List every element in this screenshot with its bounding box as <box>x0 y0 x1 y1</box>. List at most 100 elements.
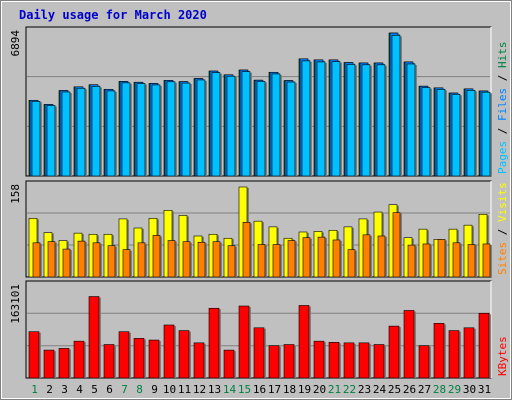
sites-bar-day-18 <box>287 240 296 278</box>
kbytes-bar-day-21 <box>328 341 340 379</box>
sites-bar-day-7 <box>122 249 131 278</box>
x-label-day-31: 31 <box>478 383 491 396</box>
pages-bar-day-8 <box>136 83 146 177</box>
legend-pages: Pages <box>496 141 509 174</box>
pages-bar-day-14 <box>226 75 236 177</box>
x-label-day-12: 12 <box>193 383 206 396</box>
x-label-day-7: 7 <box>121 383 128 396</box>
kbytes-bar-day-14 <box>223 349 235 379</box>
pages-bar-day-31 <box>481 91 491 177</box>
kbytes-bar-day-12 <box>193 342 205 379</box>
pages-bar-day-24 <box>376 64 386 177</box>
sites-bar-day-30 <box>467 244 476 278</box>
kbytes-bar-day-4 <box>73 340 85 379</box>
legend-separator: / <box>496 68 509 88</box>
sites-bar-day-31 <box>482 243 491 278</box>
pages-bar-day-26 <box>406 63 416 177</box>
pages-bar-day-27 <box>421 87 431 177</box>
x-label-day-5: 5 <box>91 383 98 396</box>
kbytes-bar-day-16 <box>253 327 265 379</box>
kbytes-bar-day-9 <box>148 339 160 379</box>
sites-bar-day-17 <box>272 244 281 278</box>
kbytes-bar-day-18 <box>283 344 295 379</box>
sites-bar-day-6 <box>107 245 116 278</box>
x-label-day-15: 15 <box>238 383 251 396</box>
kbytes-bar-day-29 <box>448 330 460 379</box>
sites-bar-day-11 <box>182 241 191 278</box>
x-label-day-9: 9 <box>151 383 158 396</box>
sites-bar-day-8 <box>137 242 146 278</box>
legend-visits: Visits <box>496 182 509 222</box>
pages-bar-day-28 <box>436 88 446 177</box>
sites-bar-day-1 <box>32 242 41 278</box>
sites-bar-day-3 <box>62 248 71 278</box>
x-label-day-21: 21 <box>328 383 341 396</box>
legend-hits-panel: Pages / Files / Hits <box>496 42 509 175</box>
x-label-day-22: 22 <box>343 383 356 396</box>
x-label-day-8: 8 <box>136 383 143 396</box>
pages-bar-day-21 <box>331 61 341 177</box>
sites-bar-day-12 <box>197 241 206 278</box>
pages-bar-day-19 <box>301 60 311 177</box>
legend-kbytes-panel: KBytes <box>496 336 509 376</box>
kbytes-bar-day-26 <box>403 310 415 379</box>
y-max-label-visits: 158 <box>9 184 22 204</box>
pages-bar-day-17 <box>271 73 281 177</box>
legend-kbytes: KBytes <box>496 336 509 376</box>
x-label-day-11: 11 <box>178 383 191 396</box>
pages-bar-day-5 <box>91 86 101 177</box>
chart-title: Daily usage for March 2020 <box>19 8 207 22</box>
x-label-day-14: 14 <box>223 383 237 396</box>
x-label-day-3: 3 <box>61 383 68 396</box>
kbytes-bar-day-20 <box>313 340 325 379</box>
kbytes-bar-day-25 <box>388 325 400 379</box>
pages-bar-day-29 <box>451 93 461 177</box>
x-label-day-19: 19 <box>298 383 311 396</box>
pages-bar-day-2 <box>46 105 56 177</box>
pages-bar-day-18 <box>286 81 296 177</box>
kbytes-bar-day-15 <box>238 305 250 379</box>
sites-bar-day-5 <box>92 242 101 278</box>
pages-bar-day-16 <box>256 81 266 177</box>
sites-bar-day-19 <box>302 237 311 278</box>
kbytes-bar-day-7 <box>118 331 130 379</box>
sites-bar-day-29 <box>452 242 461 278</box>
sites-bar-day-24 <box>377 235 386 278</box>
pages-bar-day-12 <box>196 79 206 177</box>
pages-bar-day-20 <box>316 61 326 177</box>
x-label-day-28: 28 <box>433 383 446 396</box>
pages-bar-day-3 <box>61 91 71 177</box>
sites-bar-day-13 <box>212 241 221 278</box>
x-label-day-25: 25 <box>388 383 401 396</box>
pages-bar-day-22 <box>346 64 356 177</box>
kbytes-bar-day-6 <box>103 344 115 379</box>
kbytes-bar-day-30 <box>463 327 475 379</box>
x-label-day-2: 2 <box>46 383 53 396</box>
y-max-label-hits: 6894 <box>9 30 22 57</box>
pages-bar-day-4 <box>76 87 86 177</box>
x-label-day-1: 1 <box>31 383 38 396</box>
x-label-day-13: 13 <box>208 383 221 396</box>
kbytes-bar-day-2 <box>43 349 55 379</box>
pages-bar-day-10 <box>166 81 176 177</box>
legend-files: Files <box>496 88 509 121</box>
sites-bar-day-28 <box>437 239 446 278</box>
kbytes-bar-day-27 <box>418 345 430 379</box>
pages-bar-day-30 <box>466 90 476 177</box>
x-label-day-6: 6 <box>106 383 113 396</box>
pages-bar-day-9 <box>151 84 161 177</box>
kbytes-bar-day-22 <box>343 342 355 379</box>
sites-bar-day-15 <box>242 222 251 278</box>
kbytes-bar-day-31 <box>478 312 490 379</box>
kbytes-bar-day-28 <box>433 323 445 379</box>
x-label-day-30: 30 <box>463 383 476 396</box>
kbytes-bar-day-11 <box>178 330 190 379</box>
x-label-day-18: 18 <box>283 383 296 396</box>
pages-bar-day-11 <box>181 82 191 177</box>
legend-separator: / <box>496 222 509 242</box>
sites-bar-day-2 <box>47 241 56 278</box>
x-label-day-26: 26 <box>403 383 416 396</box>
